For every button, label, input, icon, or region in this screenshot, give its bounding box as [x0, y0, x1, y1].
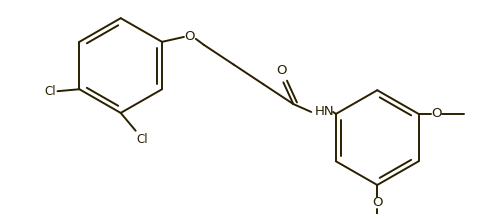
Text: O: O: [431, 108, 442, 120]
Text: O: O: [276, 64, 286, 77]
Text: HN: HN: [315, 105, 335, 118]
Text: Cl: Cl: [137, 133, 148, 146]
Text: O: O: [372, 196, 383, 209]
Text: O: O: [185, 31, 195, 43]
Text: Cl: Cl: [44, 85, 56, 98]
